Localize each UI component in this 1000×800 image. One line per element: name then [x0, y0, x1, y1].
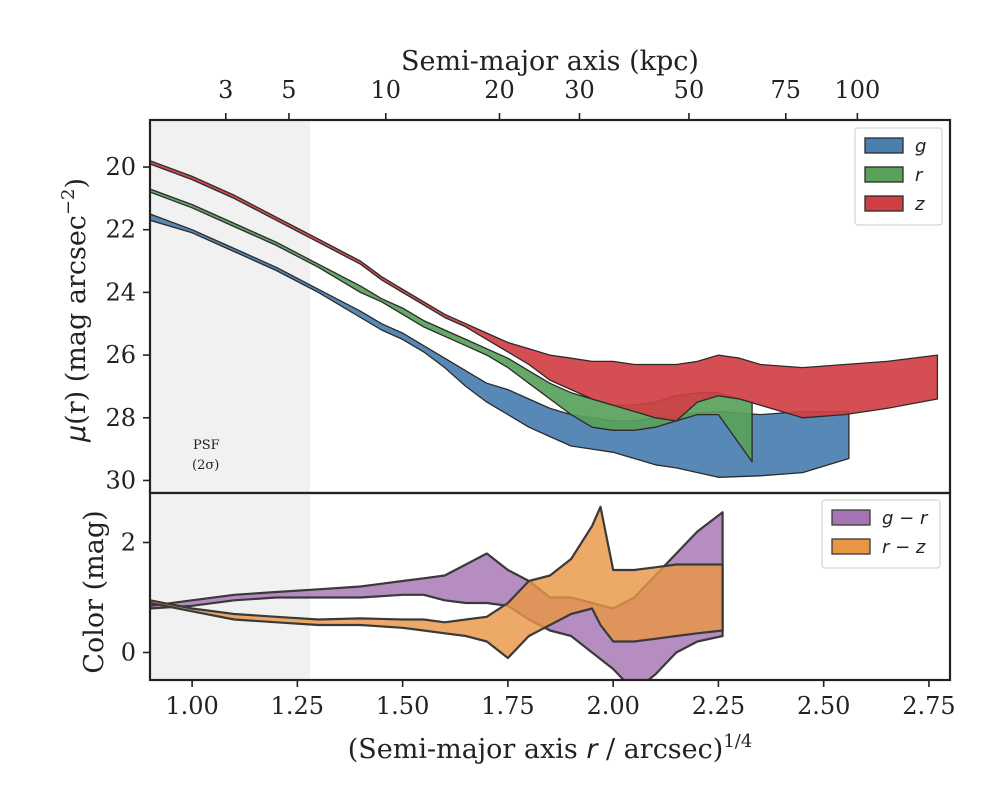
surface-brightness-panel: 20 22 24 26 28 30 3 5 10 20 30 50 75 100 PSF (2σ) gr… [105, 76, 952, 494]
upper-y-tick-label: 24 [105, 278, 136, 306]
bottom-tick-label: 2.25 [692, 692, 745, 720]
legend-swatch-r-z [831, 538, 871, 555]
psf-shaded-region [150, 120, 310, 493]
legend-swatch-g-r [831, 509, 871, 526]
legend-swatch-r [864, 166, 904, 183]
bottom-axis-label-main: (Semi-major axis [348, 734, 587, 765]
top-tick-label: 50 [674, 76, 705, 104]
psf-label-line2: (2σ) [192, 458, 219, 473]
upper-y-tick-label: 20 [105, 153, 136, 181]
band-r-z [150, 505, 724, 660]
top-axis-ticks: 3 5 10 20 30 50 75 100 [218, 76, 880, 120]
psf-label-line1: PSF [193, 438, 220, 453]
top-tick-label: 5 [281, 76, 296, 104]
bottom-tick-label: 1.00 [165, 692, 218, 720]
legend-label-g: g [915, 136, 926, 157]
lower-y-axis-label: Color (mag) [79, 510, 110, 673]
bottom-tick-label: 1.50 [376, 692, 429, 720]
top-tick-label: 20 [484, 76, 515, 104]
lower-y-ticks: 02 [121, 529, 150, 667]
top-tick-label: 75 [771, 76, 802, 104]
bottom-axis-ticks: 1.00 1.25 1.50 1.75 2.00 2.25 2.50 2.75 [165, 680, 956, 720]
legend-swatch-g [864, 137, 904, 154]
band-g [150, 213, 850, 478]
upper-y-tick-label: 30 [105, 466, 136, 494]
upper-y-ticks: 20 22 24 26 28 30 [105, 153, 150, 494]
top-tick-label: 30 [564, 76, 595, 104]
bottom-tick-label: 1.75 [481, 692, 534, 720]
legend-label-z: z [914, 194, 925, 215]
upper-ylabel-mu: μ [61, 425, 92, 443]
upper-ylabel-rest: (mag arcsec [61, 215, 92, 391]
upper-y-axis-label: μ(r) (mag arcsec−2) [58, 178, 92, 443]
bottom-axis-label-var: r [586, 734, 599, 765]
legend-swatch-z [864, 195, 904, 212]
legend-label-r-z: r − z [882, 537, 926, 558]
upper-legend: grz [854, 127, 943, 226]
band-g-r [150, 511, 724, 680]
bottom-axis-label-rest: / arcsec) [597, 734, 723, 765]
bottom-tick-label: 2.00 [586, 692, 639, 720]
upper-ylabel-sup: −2 [58, 189, 79, 216]
band-z [150, 160, 939, 422]
top-tick-label: 10 [371, 76, 402, 104]
bottom-tick-label: 1.25 [271, 692, 324, 720]
psf-shaded-region-lower [150, 493, 310, 680]
legend-label-g-r: g − r [882, 508, 929, 529]
top-axis-label: Semi-major axis (kpc) [401, 46, 699, 77]
bottom-axis-label-sup: 1/4 [723, 731, 752, 752]
upper-y-tick-label: 22 [105, 216, 136, 244]
top-tick-label: 3 [218, 76, 233, 104]
bottom-tick-label: 2.75 [902, 692, 955, 720]
upper-y-tick-label: 26 [105, 341, 136, 369]
upper-ylabel-close: ) [61, 178, 92, 189]
legend-label-r: r [915, 165, 924, 186]
lower-y-tick-label: 2 [121, 529, 136, 557]
upper-ylabel-r: (r) [61, 391, 92, 425]
upper-y-tick-label: 28 [105, 404, 136, 432]
lower-axes-frame [148, 491, 952, 682]
top-tick-label: 100 [834, 76, 880, 104]
lower-legend: g − r r − z [821, 499, 941, 569]
bottom-axis-label: (Semi-major axis r / arcsec)1/4 [348, 731, 753, 765]
color-series [150, 505, 724, 680]
surface-brightness-series [150, 160, 939, 478]
lower-y-tick-label: 0 [121, 639, 136, 667]
band-r [150, 188, 753, 463]
color-panel: 02 1.00 1.25 1.50 1.75 2.00 2.25 2.50 2.75 g − … [121, 491, 956, 720]
bottom-tick-label: 2.50 [797, 692, 850, 720]
